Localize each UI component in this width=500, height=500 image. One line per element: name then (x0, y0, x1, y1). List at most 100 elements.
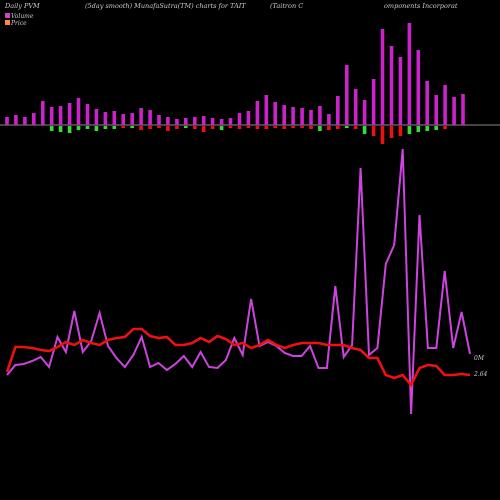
volume-bar (353, 89, 358, 125)
volume-bar (228, 118, 233, 125)
down-bar (282, 126, 286, 129)
down-bar (228, 126, 233, 128)
down-bar (201, 126, 206, 132)
volume-bar (76, 98, 81, 125)
legend-volume-swatch (5, 13, 10, 18)
volume-bar (184, 118, 188, 125)
down-bar (327, 126, 331, 130)
down-bar (255, 126, 260, 129)
down-bar (291, 126, 295, 128)
volume-bar (362, 100, 367, 125)
right-label-price: 2.64 (473, 371, 488, 378)
down-bar (336, 126, 340, 129)
volume-bar (434, 95, 438, 125)
volume-bar (336, 96, 340, 125)
volume-bar (166, 117, 170, 125)
up-bar (345, 126, 349, 128)
volume-bar (210, 118, 215, 125)
up-bar (103, 126, 108, 129)
volume-bar (112, 111, 117, 125)
volume-bar (67, 103, 72, 125)
legend-volume-label: Volume (11, 13, 34, 20)
down-bar (246, 126, 251, 128)
volume-bar (416, 50, 421, 125)
right-label-0m: 0M (474, 355, 485, 362)
up-bar (58, 126, 63, 132)
volume-bar (327, 114, 331, 125)
pn-bars (49, 126, 447, 144)
volume-bar (139, 108, 143, 125)
down-bar (237, 126, 242, 129)
volume-bar (398, 57, 403, 125)
up-bar (85, 126, 90, 129)
volume-bar (443, 85, 447, 125)
header-left: Daily PVM (4, 2, 40, 10)
volume-bar (389, 46, 394, 125)
header-mid: (5day smooth) MunafaSutra(TM) charts for… (85, 2, 246, 10)
down-bar (300, 126, 304, 128)
smooth-line-magenta (6, 148, 471, 415)
header-right-2: omponents Incorporat (384, 2, 458, 10)
volume-bar (273, 102, 277, 125)
down-bar (121, 126, 125, 128)
volume-bar (23, 117, 27, 125)
volume-bar (380, 29, 385, 125)
volume-bar (461, 94, 465, 125)
volume-bar (32, 113, 36, 125)
volume-bar (175, 119, 179, 125)
volume-bar (219, 119, 224, 125)
down-bar (380, 126, 385, 144)
volume-bar (14, 115, 18, 125)
up-bar (407, 126, 412, 134)
volume-bar (130, 113, 134, 125)
down-bar (443, 126, 447, 129)
volume-bar (201, 116, 206, 125)
volume-bar (121, 114, 125, 125)
down-bar (389, 126, 394, 138)
down-bar (371, 126, 376, 136)
down-bar (210, 126, 215, 129)
up-bar (434, 126, 438, 130)
down-bar (309, 126, 313, 129)
volume-bar (318, 106, 322, 125)
up-bar (67, 126, 72, 133)
volume-bar (300, 108, 304, 125)
legend-price-swatch (5, 20, 10, 25)
volume-bar (246, 111, 251, 125)
header-right-1: (Taitron C (270, 2, 303, 10)
down-bar (148, 126, 152, 129)
volume-bar (425, 81, 429, 125)
volume-bar (49, 107, 54, 125)
down-bar (166, 126, 170, 131)
volume-bar (282, 105, 286, 125)
smooth-line-red (5, 327, 471, 388)
volume-bar (58, 106, 63, 125)
down-bar (264, 126, 269, 129)
up-bar (76, 126, 81, 130)
volume-bar (193, 117, 197, 125)
legend-price-label: Price (10, 20, 27, 27)
down-bar (273, 126, 277, 128)
up-bar (184, 126, 188, 128)
volume-bar (148, 110, 152, 125)
volume-bar (85, 104, 90, 125)
up-bar (94, 126, 99, 131)
volume-bar (41, 101, 45, 125)
volume-bar (5, 117, 9, 125)
volume-bar (103, 112, 108, 125)
up-bar (425, 126, 429, 131)
down-bar (353, 126, 358, 129)
down-bar (398, 126, 403, 136)
volume-bar (371, 79, 376, 125)
down-bar (157, 126, 161, 128)
volume-bar (452, 97, 456, 125)
volume-bar (345, 65, 349, 125)
volume-bar (255, 101, 260, 125)
volume-bar (264, 95, 269, 125)
volume-bar (309, 110, 313, 125)
volume-bar (157, 115, 161, 125)
up-bar (112, 126, 117, 129)
volume-bar (291, 107, 295, 125)
